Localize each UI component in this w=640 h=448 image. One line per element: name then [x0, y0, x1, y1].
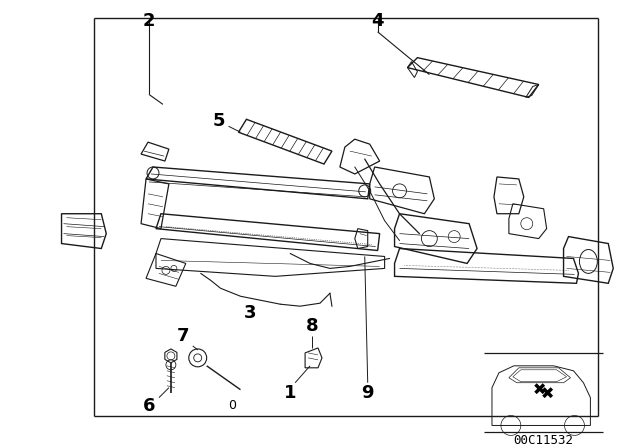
- Text: 9: 9: [362, 383, 374, 402]
- Text: 4: 4: [371, 12, 384, 30]
- Text: 00C11532: 00C11532: [514, 434, 573, 447]
- Text: 5: 5: [212, 112, 225, 130]
- Text: 6: 6: [143, 396, 156, 414]
- Text: 2: 2: [143, 12, 156, 30]
- Text: 7: 7: [177, 327, 189, 345]
- Text: 8: 8: [306, 317, 318, 335]
- Text: 1: 1: [284, 383, 296, 402]
- Text: 0: 0: [228, 399, 237, 412]
- Text: 3: 3: [244, 304, 257, 322]
